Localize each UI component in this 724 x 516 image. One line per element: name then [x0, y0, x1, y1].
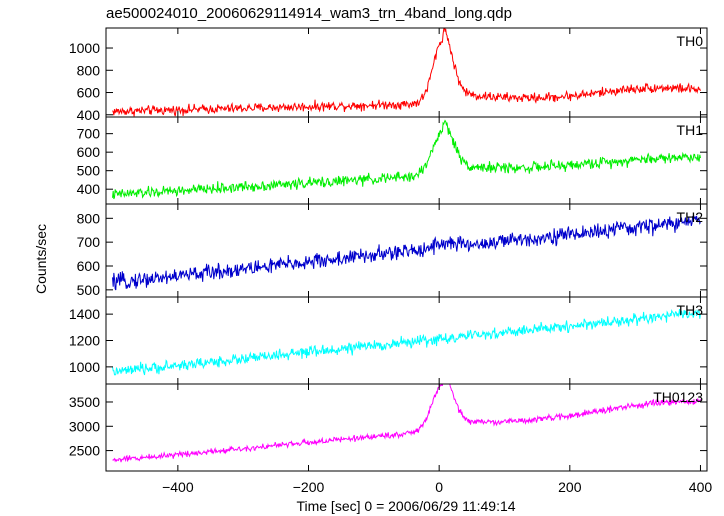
y-axis-label: Counts/sec [33, 224, 49, 294]
band-label-th2: TH2 [677, 209, 704, 225]
x-tick-label: −200 [293, 479, 325, 495]
x-tick-label: 200 [558, 479, 582, 495]
y-tick-label: 1400 [69, 306, 100, 322]
series-line-th0123 [112, 384, 701, 463]
band-label-th0: TH0 [677, 33, 704, 49]
x-axis: −400 −200 0 200 400 [162, 479, 712, 495]
y-tick-label: 400 [77, 181, 101, 197]
panels-group: 400 600 800 1000 TH0 400 500 600 700 TH1 500 600 700… [69, 27, 708, 472]
band-label-th3: TH3 [677, 302, 704, 318]
y-tick-label: 800 [77, 210, 101, 226]
y-tick-label: 1000 [69, 40, 100, 56]
series-line-th2 [112, 215, 701, 291]
band-label-th0123: TH0123 [653, 389, 703, 405]
chart-title: ae500024010_20060629114914_wam3_trn_4ban… [106, 5, 512, 22]
band-label-th1: TH1 [677, 122, 704, 138]
y-tick-label: 600 [77, 144, 101, 160]
panel-frame [105, 296, 708, 385]
y-tick-label: 1200 [69, 333, 100, 349]
panel-th1: 400 500 600 700 TH1 [77, 116, 708, 205]
series-line-th1 [112, 119, 701, 200]
panel-th3: 1000 1200 1400 TH3 [69, 296, 708, 385]
y-tick-label: 700 [77, 126, 101, 142]
y-tick-label: 500 [77, 163, 101, 179]
x-tick-label: 400 [689, 479, 713, 495]
y-tick-label: 800 [77, 62, 101, 78]
panel-th2: 500 600 700 800 TH2 [77, 203, 708, 298]
y-tick-label: 500 [77, 282, 101, 298]
x-tick-label: 0 [435, 479, 443, 495]
y-tick-label: 3000 [69, 418, 100, 434]
y-tick-label: 600 [77, 258, 101, 274]
panel-th0123: 2500 3000 3500 TH0123 [69, 383, 708, 472]
panel-frame [105, 383, 708, 472]
x-axis-label: Time [sec] 0 = 2006/06/29 11:49:14 [296, 498, 515, 514]
x-tick-label: −400 [162, 479, 194, 495]
y-tick-label: 600 [77, 85, 101, 101]
y-tick-label: 1000 [69, 359, 100, 375]
y-tick-label: 400 [77, 107, 101, 123]
series-line-th3 [112, 308, 701, 376]
y-tick-label: 700 [77, 234, 101, 250]
y-tick-label: 3500 [69, 394, 100, 410]
y-tick-label: 2500 [69, 443, 100, 459]
panel-th0: 400 600 800 1000 TH0 [69, 27, 708, 123]
series-line-th0 [112, 28, 701, 117]
